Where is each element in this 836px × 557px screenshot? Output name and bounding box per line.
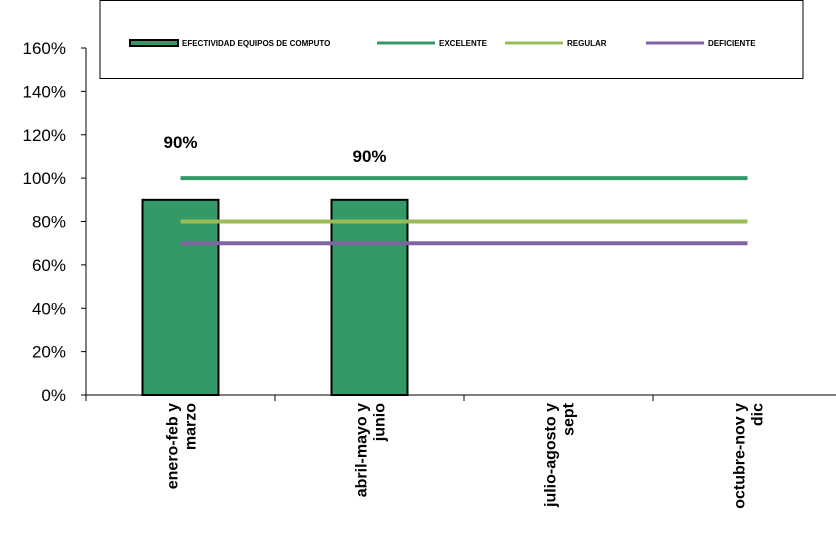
- x-category-label: abril-mayo y junio: [354, 403, 389, 497]
- legend-label: DEFICIENTE: [708, 39, 756, 48]
- y-tick-label: 20%: [32, 343, 66, 362]
- y-tick-label: 140%: [23, 82, 66, 101]
- x-category-label-line: dic: [750, 403, 767, 426]
- y-tick-label: 0%: [41, 386, 66, 405]
- y-tick-label: 120%: [23, 126, 66, 145]
- bar: [141, 198, 220, 396]
- x-category-label-line: julio-agosto y: [543, 403, 560, 508]
- x-category-label-line: enero-feb y: [165, 403, 182, 489]
- y-tick-label: 80%: [32, 213, 66, 232]
- y-tick-label: 160%: [23, 39, 66, 58]
- legend: EFECTIVIDAD EQUIPOS DE COMPUTO EXCELENTE R…: [99, 0, 804, 79]
- legend-box: [99, 0, 804, 79]
- legend-label: EXCELENTE: [439, 39, 488, 48]
- legend-label: EFECTIVIDAD EQUIPOS DE COMPUTO: [182, 39, 330, 48]
- x-category-label: enero-feb y marzo: [165, 403, 200, 489]
- data-labels: 90% 90%: [163, 133, 386, 166]
- x-category-label-line: octubre-nov y: [732, 403, 749, 509]
- legend-label: REGULAR: [567, 39, 607, 48]
- x-axis: enero-feb y marzo abril-mayo y junio julio-a…: [85, 394, 836, 509]
- legend-swatch: [129, 39, 179, 47]
- x-category-label: julio-agosto y sept: [543, 402, 578, 508]
- y-tick-label: 40%: [32, 299, 66, 318]
- y-tick-label: 60%: [32, 256, 66, 275]
- x-category-label-line: marzo: [183, 403, 200, 450]
- y-tick-label: 100%: [23, 169, 66, 188]
- x-category-label-line: abril-mayo y: [354, 403, 371, 497]
- bar-series: [141, 198, 409, 396]
- x-category-label-line: sept: [561, 402, 578, 436]
- x-category-label-line: junio: [372, 403, 389, 442]
- data-label: 90%: [352, 147, 386, 166]
- x-category-label: octubre-nov y dic: [732, 403, 767, 509]
- data-label: 90%: [163, 133, 197, 152]
- line-series: [180, 176, 748, 246]
- bar: [330, 198, 409, 396]
- y-axis: 0% 20% 40% 60% 80% 100% 120% 140% 160%: [23, 39, 87, 405]
